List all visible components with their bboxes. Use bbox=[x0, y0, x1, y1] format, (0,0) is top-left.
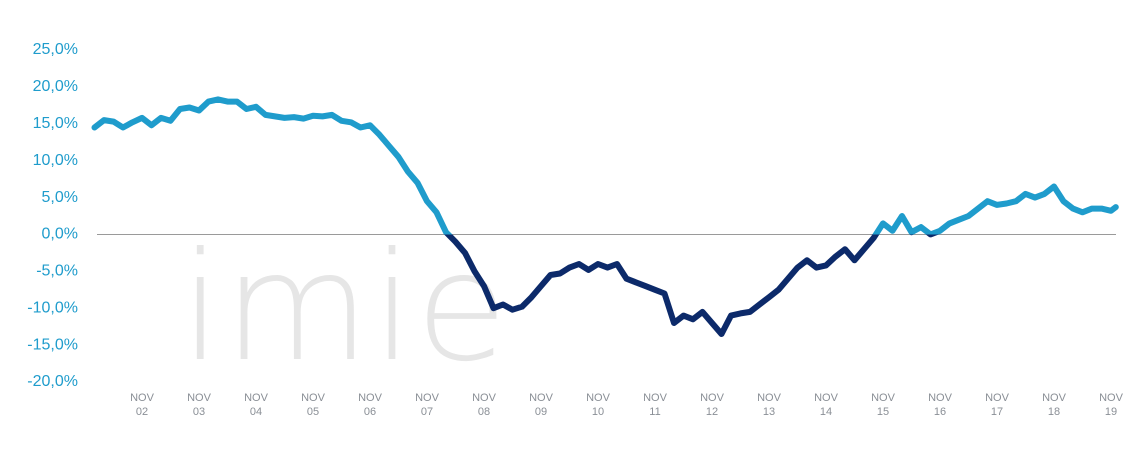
x-tick-label: 02 bbox=[136, 406, 148, 418]
x-tick-label: NOV bbox=[643, 392, 668, 404]
y-tick-label: 15,0% bbox=[33, 115, 78, 132]
y-tick-label: -10,0% bbox=[27, 299, 78, 316]
x-tick: NOV 18 bbox=[1042, 392, 1067, 418]
x-tick-label: NOV bbox=[871, 392, 896, 404]
x-tick-label: 15 bbox=[877, 406, 889, 418]
x-tick-label: NOV bbox=[130, 392, 155, 404]
x-tick-label: NOV bbox=[415, 392, 440, 404]
y-tick-label: 20,0% bbox=[33, 78, 78, 95]
x-tick-label: 16 bbox=[934, 406, 946, 418]
x-tick: NOV 19 bbox=[1099, 392, 1124, 418]
x-tick: NOV 08 bbox=[472, 392, 497, 418]
x-tick-label: NOV bbox=[244, 392, 269, 404]
x-tick: NOV 03 bbox=[187, 392, 212, 418]
x-tick-label: NOV bbox=[757, 392, 782, 404]
x-tick-label: 17 bbox=[991, 406, 1003, 418]
x-tick-label: 14 bbox=[820, 406, 832, 418]
x-tick: NOV 09 bbox=[529, 392, 554, 418]
x-tick-label: 11 bbox=[649, 406, 660, 418]
y-tick-label: -15,0% bbox=[27, 336, 78, 353]
x-tick: NOV 02 bbox=[130, 392, 155, 418]
x-tick-label: NOV bbox=[814, 392, 839, 404]
x-tick-label: NOV bbox=[586, 392, 611, 404]
y-tick-label: 10,0% bbox=[33, 152, 78, 169]
x-tick-label: 05 bbox=[307, 406, 319, 418]
x-tick: NOV 17 bbox=[985, 392, 1010, 418]
x-tick-label: NOV bbox=[472, 392, 497, 404]
x-tick: NOV 15 bbox=[871, 392, 896, 418]
x-tick: NOV 10 bbox=[586, 392, 611, 418]
x-tick-label: NOV bbox=[700, 392, 725, 404]
y-tick-label: 25,0% bbox=[33, 41, 78, 58]
watermark: imie bbox=[180, 221, 510, 395]
x-tick: NOV 14 bbox=[814, 392, 839, 418]
x-tick-label: NOV bbox=[301, 392, 326, 404]
x-tick-label: 13 bbox=[763, 406, 775, 418]
x-tick-label: 18 bbox=[1048, 406, 1060, 418]
x-tick-label: NOV bbox=[1099, 392, 1124, 404]
x-tick-label: NOV bbox=[529, 392, 554, 404]
x-tick-label: 06 bbox=[364, 406, 376, 418]
x-tick: NOV 04 bbox=[244, 392, 269, 418]
x-tick: NOV 07 bbox=[415, 392, 440, 418]
x-tick: NOV 16 bbox=[928, 392, 953, 418]
x-tick-label: NOV bbox=[187, 392, 212, 404]
x-tick-label: 12 bbox=[706, 406, 718, 418]
y-tick-label: -5,0% bbox=[36, 263, 78, 280]
data-line bbox=[91, 96, 1119, 337]
x-tick-label: NOV bbox=[928, 392, 953, 404]
x-tick-label: 09 bbox=[535, 406, 547, 418]
x-tick-label: 10 bbox=[592, 406, 604, 418]
x-tick-label: 04 bbox=[250, 406, 262, 418]
y-tick-label: 5,0% bbox=[42, 189, 78, 206]
x-tick-label: 07 bbox=[421, 406, 433, 418]
y-tick-label: -20,0% bbox=[27, 373, 78, 390]
x-tick: NOV 05 bbox=[301, 392, 326, 418]
x-tick: NOV 11 bbox=[643, 392, 668, 418]
x-tick-label: NOV bbox=[358, 392, 383, 404]
x-tick-label: 08 bbox=[478, 406, 490, 418]
x-tick-label: NOV bbox=[1042, 392, 1067, 404]
x-tick-label: 03 bbox=[193, 406, 205, 418]
x-tick-label: 19 bbox=[1105, 406, 1117, 418]
x-tick-label: NOV bbox=[985, 392, 1010, 404]
x-tick: NOV 13 bbox=[757, 392, 782, 418]
x-tick: NOV 12 bbox=[700, 392, 725, 418]
y-tick-label: 0,0% bbox=[42, 226, 78, 243]
x-tick: NOV 06 bbox=[358, 392, 383, 418]
